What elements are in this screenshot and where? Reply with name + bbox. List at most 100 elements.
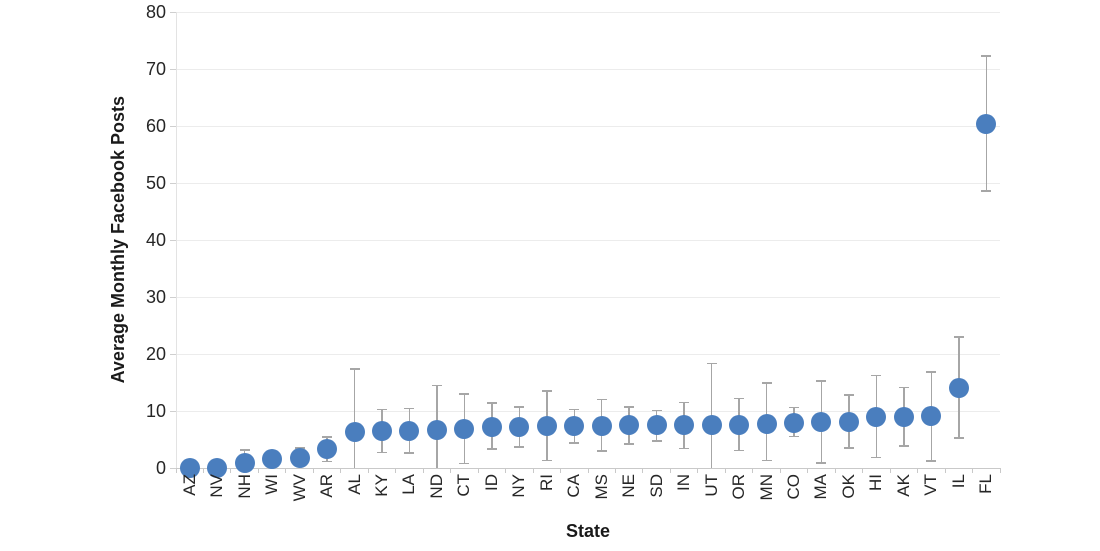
- y-axis-tick: [170, 296, 176, 298]
- y-tick-label: 60: [145, 116, 166, 136]
- y-gridline: [177, 68, 1000, 70]
- error-bar-cap-top: [981, 55, 992, 57]
- error-bar-cap-bottom: [322, 460, 333, 463]
- error-bar-cap-top: [789, 406, 799, 409]
- data-point: [811, 412, 832, 433]
- error-bar-cap-top: [514, 406, 525, 408]
- y-axis-tick: [170, 410, 176, 412]
- x-axis-tick: [532, 468, 534, 473]
- data-point: [646, 415, 667, 436]
- data-point: [426, 420, 447, 441]
- x-category-label: AK: [893, 474, 913, 497]
- data-point: [454, 419, 475, 440]
- x-axis-tick: [614, 468, 616, 473]
- x-category-label: CO: [784, 474, 803, 500]
- error-bar-cap-bottom: [459, 462, 470, 465]
- x-axis-tick: [917, 468, 919, 473]
- y-gridline: [177, 410, 1000, 412]
- error-bar-cap-top: [377, 408, 387, 411]
- x-axis-tick: [779, 468, 781, 473]
- error-bar-cap-top: [541, 390, 552, 392]
- error-bar-cap-top: [898, 386, 909, 389]
- error-bar-cap-bottom: [541, 459, 552, 462]
- y-gridline: [177, 296, 1000, 298]
- data-point: [976, 113, 997, 134]
- y-gridline: [177, 182, 1000, 184]
- data-point: [893, 406, 914, 427]
- error-bar-cap-top: [294, 447, 305, 449]
- x-category-label: CT: [454, 474, 474, 497]
- error-bar-cap-top: [349, 368, 360, 370]
- error-bar-cap-top: [569, 408, 580, 411]
- error-bar-cap-top: [926, 371, 937, 373]
- data-point: [591, 415, 612, 436]
- y-tick-label: 0: [155, 458, 166, 478]
- data-point: [674, 415, 695, 436]
- data-point: [866, 407, 887, 428]
- x-category-label: NE: [619, 474, 639, 498]
- y-axis-tick: [170, 182, 176, 184]
- error-bar-cap-top: [459, 393, 470, 395]
- error-bar-cap-top: [596, 398, 607, 401]
- x-category-label: NV: [207, 474, 227, 498]
- y-gridline: [177, 353, 1000, 355]
- error-bar-cap-bottom: [926, 460, 937, 462]
- error-bar-cap-bottom: [761, 459, 772, 462]
- x-axis-tick: [422, 468, 424, 473]
- x-category-label: WI: [262, 474, 282, 495]
- x-category-label: MA: [811, 474, 831, 500]
- y-axis-tick: [170, 239, 176, 241]
- x-category-label: FL: [976, 474, 996, 494]
- error-bar-cap-top: [239, 449, 250, 451]
- x-axis-tick: [807, 468, 809, 473]
- y-axis-tick: [170, 353, 176, 355]
- error-bar-cap-bottom: [569, 442, 580, 444]
- x-category-label: SD: [646, 474, 666, 498]
- x-axis-tick: [285, 468, 287, 473]
- x-category-label: ID: [481, 474, 501, 491]
- x-axis-title: State: [565, 521, 610, 541]
- error-bar-cap-bottom: [843, 447, 854, 449]
- data-point: [701, 415, 722, 436]
- error-bar-cap-bottom: [898, 445, 909, 447]
- x-category-label: MN: [756, 474, 776, 501]
- error-bar-cap-bottom: [734, 449, 745, 452]
- error-bar-cap-top: [871, 374, 882, 377]
- error-bar-cap-bottom: [486, 448, 497, 450]
- data-point: [756, 413, 777, 434]
- error-bar-cap-bottom: [816, 462, 827, 464]
- error-bar-cap-bottom: [679, 447, 690, 450]
- y-tick-label: 10: [145, 401, 166, 421]
- x-axis-tick: [175, 468, 177, 473]
- x-axis-tick: [367, 468, 369, 473]
- data-point: [262, 449, 283, 470]
- x-axis-tick: [395, 468, 397, 473]
- x-axis-tick: [999, 468, 1001, 473]
- y-gridline: [177, 11, 1000, 13]
- x-axis-tick: [972, 468, 974, 473]
- y-tick-label: 80: [145, 2, 166, 22]
- error-bar-cap-top: [431, 384, 442, 387]
- data-point: [784, 412, 804, 433]
- error-bar-cap-top: [322, 436, 333, 438]
- x-axis-tick: [862, 468, 864, 473]
- y-tick-label: 20: [145, 344, 166, 364]
- x-category-label: RI: [536, 474, 556, 491]
- y-tick-label: 40: [145, 230, 166, 250]
- y-axis-tick: [170, 68, 176, 70]
- x-axis-tick: [642, 468, 644, 473]
- error-bar-cap-bottom: [651, 440, 662, 442]
- error-bar-cap-bottom: [596, 450, 607, 452]
- error-bar: [353, 368, 356, 468]
- error-bar-cap-bottom: [953, 437, 964, 439]
- y-axis-line: [176, 11, 177, 469]
- x-axis-tick: [587, 468, 589, 473]
- x-axis-tick: [477, 468, 479, 473]
- data-point: [481, 416, 502, 437]
- x-axis-tick: [944, 468, 946, 473]
- data-point: [344, 421, 365, 442]
- x-axis-tick: [889, 468, 891, 473]
- error-bar-cap-top: [953, 336, 964, 338]
- x-category-label: KY: [372, 474, 391, 497]
